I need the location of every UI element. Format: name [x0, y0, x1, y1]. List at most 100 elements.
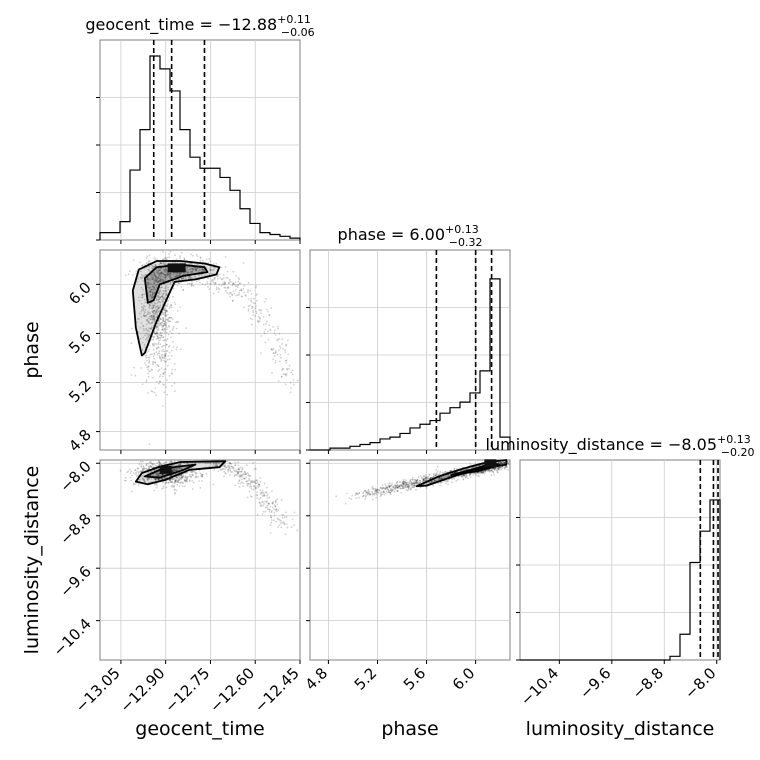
sample-point — [270, 521, 273, 524]
sample-point — [157, 326, 160, 328]
sample-point — [163, 344, 166, 347]
sample-point — [276, 339, 278, 342]
sample-point — [169, 320, 172, 323]
sample-point — [188, 479, 191, 481]
sample-point — [195, 268, 198, 271]
sample-point — [358, 492, 360, 494]
sample-point — [351, 494, 354, 497]
sample-point — [180, 278, 183, 280]
contour-outer — [131, 260, 221, 357]
sample-point — [214, 463, 217, 465]
sample-point — [243, 471, 246, 474]
density-peak — [484, 459, 497, 468]
sample-point — [284, 349, 286, 351]
sample-point — [238, 475, 241, 478]
sample-point — [213, 266, 216, 269]
sample-point — [158, 336, 161, 339]
hist-title-luminosity_distance: luminosity_distance = −8.05+0.13 −0.20 — [486, 433, 755, 459]
sample-point — [167, 333, 170, 336]
sample-point — [156, 301, 159, 304]
sample-point — [157, 294, 160, 297]
sample-point — [159, 280, 162, 283]
sample-point — [229, 462, 232, 465]
sample-point — [165, 292, 168, 295]
sample-point — [407, 485, 410, 488]
sample-point — [176, 483, 179, 486]
sample-point — [364, 494, 367, 497]
sample-point — [168, 478, 171, 481]
sample-point — [248, 479, 251, 481]
sample-point — [169, 277, 172, 280]
sample-point — [165, 310, 168, 313]
sample-point — [150, 296, 153, 299]
sample-point — [190, 284, 193, 287]
sample-point — [151, 376, 154, 379]
sample-point — [255, 494, 258, 497]
sample-point — [160, 298, 163, 301]
sample-point — [285, 515, 288, 518]
sample-point — [137, 296, 140, 299]
sample-point — [201, 473, 204, 476]
panel-frame — [99, 249, 301, 451]
sample-point — [155, 483, 158, 485]
sample-point — [464, 476, 467, 478]
sample-point — [262, 323, 265, 326]
sample-point — [429, 477, 432, 480]
sample-point — [270, 348, 273, 350]
sample-point — [149, 327, 152, 330]
sample-point — [155, 316, 158, 318]
sample-point — [486, 469, 488, 472]
sample-point — [141, 468, 144, 470]
sample-point — [175, 480, 177, 483]
sample-point — [387, 489, 390, 491]
sample-point — [160, 271, 163, 274]
sample-point — [346, 492, 348, 495]
sample-point — [155, 302, 158, 305]
sample-point — [497, 466, 500, 469]
sample-point — [155, 297, 158, 300]
sample-point — [154, 332, 156, 335]
sample-point — [147, 336, 150, 339]
sample-point — [264, 328, 267, 331]
sample-point — [153, 342, 156, 345]
sample-point — [475, 474, 478, 476]
sample-point — [165, 324, 168, 327]
sample-point — [233, 283, 236, 286]
sample-point — [173, 382, 176, 385]
sample-point — [167, 346, 170, 348]
sample-point — [414, 478, 417, 481]
sample-point — [463, 474, 465, 477]
sample-point — [282, 514, 285, 516]
sample-point — [173, 301, 176, 304]
sample-point — [237, 461, 240, 464]
sample-point — [414, 484, 416, 487]
sample-point — [173, 481, 175, 484]
sample-point — [223, 470, 226, 473]
sample-point — [403, 481, 406, 484]
sample-point — [173, 492, 176, 495]
sample-point — [216, 278, 219, 280]
sample-point — [174, 479, 177, 481]
sample-point — [223, 464, 226, 467]
sample-point — [407, 488, 410, 490]
sample-point — [142, 314, 145, 317]
sample-point — [151, 274, 154, 277]
sample-point — [254, 467, 257, 470]
sample-point — [174, 479, 177, 482]
sample-point — [220, 266, 222, 269]
sample-point — [265, 491, 267, 494]
sample-point — [145, 315, 148, 317]
sample-point — [195, 472, 197, 475]
sample-point — [499, 461, 502, 464]
sample-point — [176, 346, 179, 349]
sample-point — [503, 462, 505, 464]
sample-point — [165, 304, 168, 307]
sample-point — [169, 481, 172, 483]
sample-point — [156, 336, 159, 339]
sample-point — [145, 327, 148, 330]
sample-point — [184, 475, 187, 477]
sample-point — [387, 485, 390, 487]
sample-point — [249, 317, 252, 320]
sample-point — [268, 313, 271, 316]
sample-point — [422, 479, 425, 481]
